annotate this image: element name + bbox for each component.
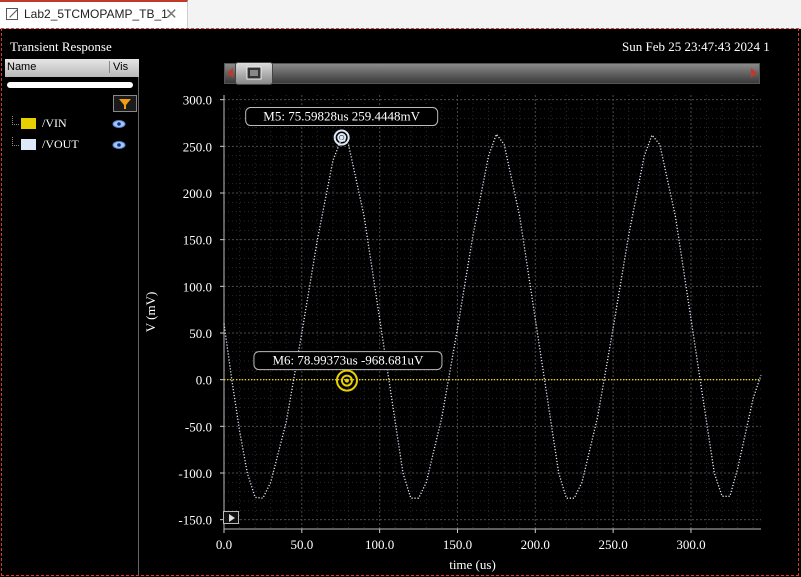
- marker-ring[interactable]: [333, 129, 350, 146]
- column-vis-header[interactable]: Vis: [109, 61, 128, 73]
- y-tick-label: 150.0: [183, 233, 212, 248]
- waveform-window-icon: [6, 8, 18, 20]
- marker-label: M5: 75.59828us 259.4448mV: [263, 109, 420, 124]
- x-tick-label: 300.0: [676, 537, 705, 552]
- signal-browser: Name Vis /VIN /VOUT: [5, 59, 139, 576]
- plot-date: Sun Feb 25 23:47:43 2024 1: [622, 39, 770, 54]
- thumbnail-icon: [246, 66, 262, 80]
- y-tick-label: 100.0: [183, 279, 212, 294]
- transient-chart[interactable]: 0.0 50.0 100.0 150.0 200.0 250.0 300.0 300.0 250…: [140, 85, 800, 577]
- series-line-vout[interactable]: [223, 132, 762, 499]
- marker-label: M6: 78.99373us -968.681uV: [272, 353, 424, 368]
- vin-color-swatch: [21, 118, 36, 129]
- x-tick-label: 150.0: [443, 537, 472, 552]
- marker-inner-ring: [340, 374, 353, 387]
- y-tick-label: -100.0: [178, 466, 212, 481]
- y-tick-label: 200.0: [183, 186, 212, 201]
- marker-dot: [344, 378, 349, 383]
- x-tick-label: 0.0: [216, 537, 232, 552]
- marker-label-box[interactable]: [253, 351, 443, 371]
- tab-lab2[interactable]: Lab2_5TCMOPAMP_TB_1 ✕: [0, 0, 188, 28]
- plot-area[interactable]: [224, 95, 761, 529]
- tab-bar: Lab2_5TCMOPAMP_TB_1 ✕: [0, 0, 801, 29]
- y-tick-label: -150.0: [178, 513, 212, 528]
- tree-line: [12, 137, 19, 146]
- filter-icon: [119, 99, 131, 109]
- y-tick-label: 50.0: [189, 326, 212, 341]
- x-tick-label: 250.0: [599, 537, 628, 552]
- x-tick-label: 200.0: [521, 537, 550, 552]
- x-tick-label: 100.0: [365, 537, 394, 552]
- signal-row-vin[interactable]: /VIN: [5, 116, 139, 132]
- x-tick-label: 50.0: [290, 537, 313, 552]
- filter-button[interactable]: [113, 95, 137, 112]
- plot-title: Transient Response: [10, 39, 112, 54]
- signal-row-vout[interactable]: /VOUT: [5, 137, 139, 153]
- scroll-left-icon[interactable]: [227, 68, 233, 78]
- y-tick-label: 250.0: [183, 139, 212, 154]
- y-tick-label: 300.0: [183, 93, 212, 108]
- eye-icon[interactable]: [112, 140, 126, 150]
- marker-label-box[interactable]: [245, 107, 439, 127]
- column-name-header[interactable]: Name: [7, 61, 37, 73]
- signal-browser-header: Name Vis: [5, 59, 139, 77]
- marker-ring[interactable]: [335, 369, 358, 392]
- tab-label: Lab2_5TCMOPAMP_TB_1: [24, 7, 168, 21]
- tree-line: [12, 116, 19, 125]
- marker-dot: [339, 135, 344, 140]
- eye-icon[interactable]: [112, 119, 126, 129]
- time-scrollbar[interactable]: [224, 62, 760, 85]
- y-tick-label: 0.0: [196, 373, 212, 388]
- graph-window-frame: [1, 28, 799, 576]
- signal-label: /VIN: [42, 116, 67, 130]
- y-tick-label: -50.0: [185, 419, 212, 434]
- y-axis-label: V (mV): [143, 292, 158, 333]
- signal-filter-input[interactable]: [7, 82, 133, 88]
- signal-label: /VOUT: [42, 137, 79, 151]
- play-button[interactable]: [223, 511, 239, 524]
- scroll-right-icon[interactable]: [751, 68, 757, 78]
- close-icon[interactable]: ✕: [165, 5, 178, 23]
- x-axis-label: time (us): [449, 557, 496, 572]
- marker-inner-ring: [337, 133, 347, 143]
- scroll-thumb[interactable]: [235, 62, 273, 85]
- vout-color-swatch: [21, 139, 36, 150]
